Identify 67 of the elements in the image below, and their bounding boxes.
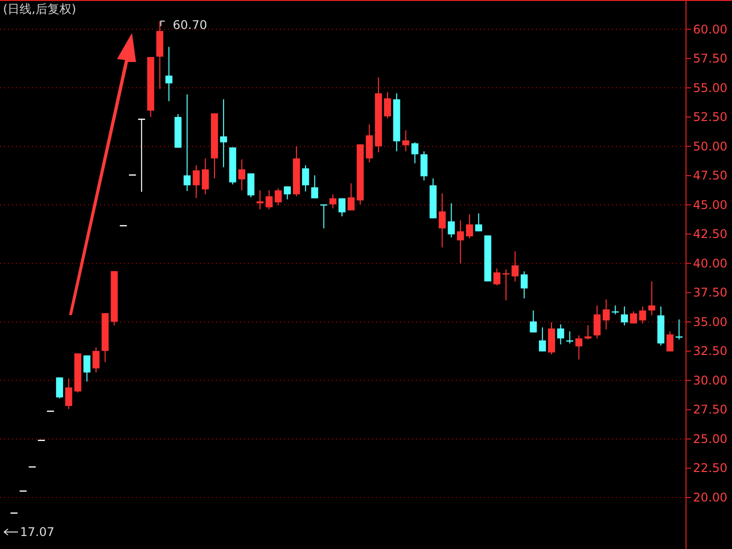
y-tick-label: 35.00 [693,314,728,329]
y-tick-label: 42.50 [693,227,728,242]
y-tick-label: 20.00 [693,490,728,504]
annotation: 60.70 [172,18,208,32]
chart-title: (日线,后复权) [3,2,76,16]
y-tick-label: 40.00 [693,256,728,270]
candlestick [548,322,556,355]
candlestick [256,190,264,210]
candlestick [238,158,246,191]
y-tick-label: 37.50 [693,286,728,300]
candlestick [557,324,564,345]
candlestick [630,310,638,324]
candlestick [420,150,428,181]
candlestick [184,94,191,192]
candlestick [666,330,674,352]
candlestick [594,304,601,339]
candlestick [338,198,346,217]
candlestick [192,164,200,199]
annotation: 17.07 [20,525,54,539]
candlestick [329,194,336,209]
candlestick [493,268,500,286]
candlestick [56,376,64,399]
candlestick [247,172,254,198]
candlestick [620,306,628,326]
candlestick [220,98,228,168]
candlestick [584,324,592,340]
y-tick-label: 50.00 [693,139,728,154]
candlestick [165,46,172,102]
y-tick-label: 25.00 [693,432,728,446]
y-tick-label: 22.50 [693,461,728,476]
y-tick-label: 55.00 [693,80,728,95]
y-tick-label: 27.50 [693,402,728,417]
candlestick [138,118,146,192]
candlestick [83,354,90,382]
candlestick [512,250,519,282]
candlestick [266,190,273,210]
candlestick [438,192,446,248]
y-tick-label: 60.00 [693,22,728,36]
candlestick [202,158,209,195]
candlestick [466,214,474,239]
candlestick [639,306,646,324]
candlestick [92,346,100,373]
candlestick [448,202,455,238]
candlestick [284,186,291,200]
candlestick [456,220,464,264]
candlestick [274,188,282,206]
candlestick [475,212,482,232]
candlestick [530,310,537,333]
y-tick-label: 57.50 [693,52,728,66]
candlestick [311,174,318,199]
y-tick-label: 52.50 [693,110,728,124]
candlestick [575,334,582,360]
y-tick-label: 45.00 [693,198,728,212]
candlestick [302,164,310,192]
candlestick [520,270,528,299]
candlestick [538,326,546,352]
candlestick [402,130,410,152]
y-tick-label: 32.50 [693,344,728,358]
candlestick [602,298,610,330]
y-tick-label: 47.50 [693,168,728,183]
candlestick [366,124,373,163]
candlestick [65,378,72,410]
candlestick [384,92,392,119]
y-tick-label: 30.00 [693,373,728,388]
candlestick [348,182,355,211]
candlestick [648,280,656,316]
candlestick [411,142,418,164]
